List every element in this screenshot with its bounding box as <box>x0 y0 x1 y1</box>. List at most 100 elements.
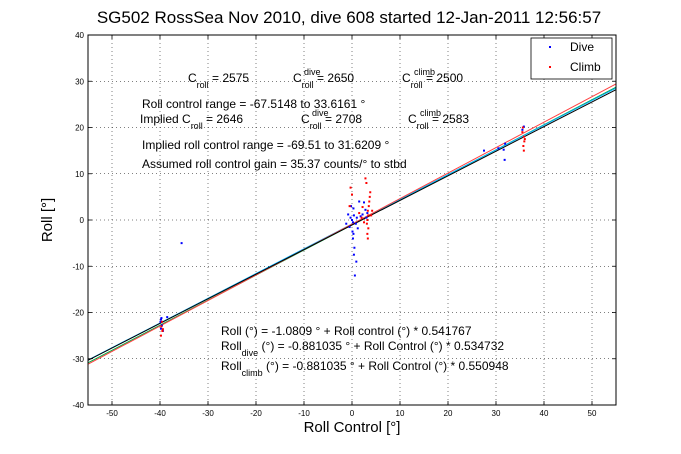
point-dive <box>345 222 348 225</box>
point-dive <box>355 216 358 219</box>
chart-title: SG502 RossSea Nov 2010, dive 608 started… <box>97 8 601 27</box>
point-dive <box>363 201 365 204</box>
point-dive <box>483 149 485 152</box>
implied-c-roll-climb-label: Croll = 2583 <box>408 112 469 131</box>
point-dive <box>351 221 354 224</box>
point-climb <box>365 182 368 184</box>
point-climb <box>159 334 162 337</box>
point-dive <box>159 318 162 321</box>
x-tick-label: -20 <box>250 409 262 418</box>
point-climb <box>369 191 372 194</box>
x-tick-label: -40 <box>154 409 166 418</box>
point-climb <box>367 214 370 217</box>
y-tick-label: 10 <box>75 170 84 179</box>
point-climb <box>364 177 367 180</box>
c-roll-climb-sup: climb <box>414 67 435 77</box>
legend-label-climb: Climb <box>570 60 601 74</box>
point-dive <box>359 215 362 218</box>
point-climb <box>348 205 351 208</box>
c-roll-dive-sup: dive <box>304 67 321 77</box>
c-roll-dive-label: Croll = 2650 <box>293 71 354 90</box>
c-roll-label: Croll = 2575 <box>188 71 249 90</box>
fit-line-2 <box>87 83 617 365</box>
point-climb <box>366 237 369 240</box>
point-dive <box>521 128 524 131</box>
point-dive <box>159 327 162 330</box>
point-climb <box>160 325 163 328</box>
point-climb <box>522 145 525 147</box>
point-dive <box>180 242 183 245</box>
c-roll-climb-label: Croll = 2500 <box>402 71 463 90</box>
point-dive <box>351 230 354 233</box>
point-climb <box>366 232 369 235</box>
fit-equation-climb: Rollclimb (°) = -0.881035 ° + Roll Contr… <box>221 359 509 378</box>
point-dive <box>356 227 359 230</box>
point-climb <box>522 135 525 138</box>
point-dive <box>352 207 355 210</box>
point-dive <box>350 205 353 208</box>
implied-c-roll-dive-label: Croll = 2708 <box>301 112 362 131</box>
point-climb <box>363 221 365 224</box>
point-dive <box>358 200 361 203</box>
point-dive <box>355 260 358 263</box>
point-dive <box>348 225 351 228</box>
point-climb <box>161 328 164 331</box>
implied-c-roll-label: Implied Croll = 2646 <box>140 112 243 131</box>
point-dive <box>353 274 356 277</box>
point-dive <box>365 216 368 219</box>
y-axis-label: Roll [°] <box>39 198 56 242</box>
y-tick-label: 30 <box>75 77 84 86</box>
y-tick-label: 40 <box>75 31 84 40</box>
point-dive <box>347 213 350 216</box>
y-tick-label: 20 <box>75 124 84 133</box>
point-dive <box>497 147 500 150</box>
legend-label-dive: Dive <box>570 40 594 54</box>
point-climb <box>366 219 369 221</box>
x-tick-label: -10 <box>298 409 310 418</box>
point-climb <box>370 214 373 217</box>
point-dive <box>352 214 355 217</box>
point-climb <box>523 138 526 141</box>
point-climb <box>522 149 525 152</box>
point-dive <box>502 148 505 151</box>
fit-equation-all: Roll (°) = -1.0809 ° + Roll control (°) … <box>221 324 472 338</box>
legend-marker-climb <box>549 66 551 68</box>
point-climb <box>367 227 370 230</box>
fit-equations: Roll (°) = -1.0809 ° + Roll control (°) … <box>221 324 509 378</box>
x-tick-label: -30 <box>202 409 214 418</box>
point-climb <box>521 131 524 134</box>
point-climb <box>371 209 374 212</box>
point-climb <box>161 330 164 332</box>
data-points <box>159 125 526 337</box>
point-dive <box>351 237 354 240</box>
point-dive <box>504 142 507 145</box>
x-tick-label: 20 <box>444 409 453 418</box>
y-tick-label: -40 <box>72 401 84 410</box>
point-dive <box>349 216 352 219</box>
point-climb <box>367 205 370 208</box>
calibration-annotation: Croll = 2575 dive Croll = 2650 climb Cro… <box>140 67 469 171</box>
roll-control-range-text: Roll control range = -67.5148 to 33.6161… <box>142 97 365 111</box>
point-climb <box>358 212 361 215</box>
point-dive <box>160 317 163 320</box>
y-tick-label: -30 <box>72 355 84 364</box>
x-axis-label: Roll Control [°] <box>304 419 401 436</box>
point-climb <box>351 193 353 196</box>
y-tick-label: -10 <box>72 262 84 271</box>
x-tick-label: -50 <box>106 409 118 418</box>
axis-ticks: -50 -40 -30 -20 -10 0 10 20 30 40 50 -40 -30 -20 -10 0 1… <box>72 31 616 418</box>
point-climb <box>361 206 364 209</box>
implied-roll-control-range-text: Implied roll control range = -69.51 to 3… <box>142 138 389 152</box>
point-climb <box>521 126 524 129</box>
x-tick-label: 40 <box>540 409 549 418</box>
fit-line-3 <box>87 89 617 361</box>
y-tick-label: 0 <box>80 216 85 225</box>
implied-c-roll-climb-sup: climb <box>420 108 441 118</box>
x-tick-label: 10 <box>396 409 405 418</box>
point-climb <box>160 320 163 323</box>
point-dive <box>351 219 353 221</box>
point-climb <box>366 209 369 212</box>
grid-lines <box>88 35 616 405</box>
point-climb <box>360 216 363 219</box>
